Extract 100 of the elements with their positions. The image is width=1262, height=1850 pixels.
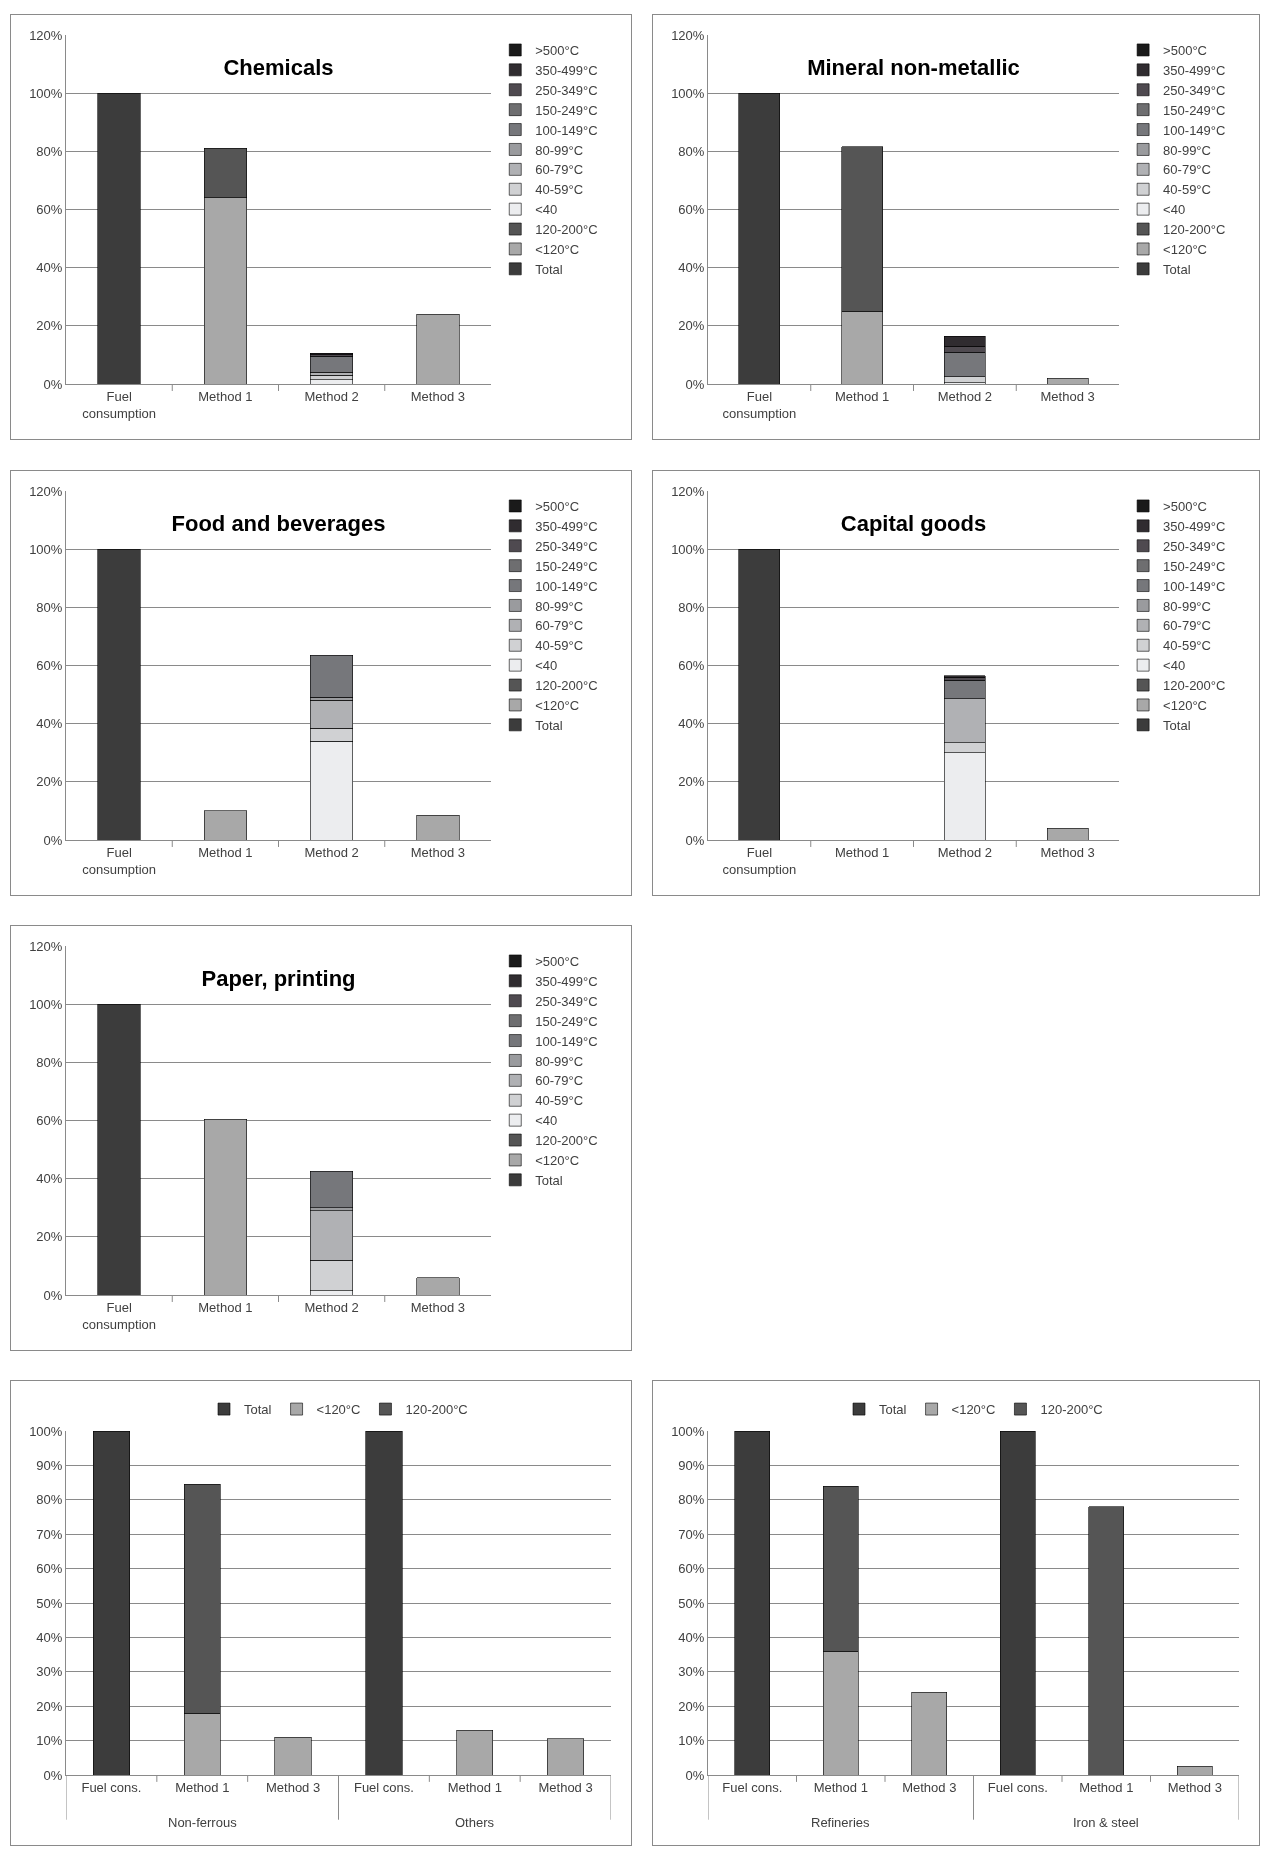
y-tick-label: 60%	[678, 202, 705, 218]
x-tick-label: Method 3	[538, 1779, 593, 1795]
y-tick-label: 0%	[685, 832, 705, 848]
text: Paper, printing	[201, 966, 356, 992]
legend-label: 250-349°C	[535, 82, 598, 98]
legend-label: 250-349°C	[535, 993, 598, 1009]
legend-label: 120-200°C	[405, 1402, 468, 1418]
legend-label: <40	[535, 1113, 558, 1129]
legend-label: 120-200°C	[535, 678, 598, 694]
y-tick-label: 100%	[671, 541, 705, 557]
legend-label: 40-59°C	[535, 1093, 584, 1109]
legend-label: 350-499°C	[1163, 518, 1226, 534]
legend-label: 150-249°C	[535, 1013, 598, 1029]
x-tick-label: Fuel cons.	[987, 1779, 1048, 1795]
text: Others	[455, 1815, 495, 1830]
x-tick-label: Fuel cons.	[81, 1779, 142, 1795]
y-tick-label: 120%	[29, 483, 63, 499]
y-tick-label: 80%	[36, 1492, 63, 1508]
y-tick-label: 80%	[678, 143, 705, 159]
y-tick-label: 80%	[36, 599, 63, 615]
y-tick-label: 60%	[36, 658, 63, 674]
legend-label: <120°C	[535, 1153, 580, 1169]
x-tick-label: Method 3	[410, 1299, 465, 1315]
y-tick-label: 40%	[36, 716, 63, 732]
text: Chemicals	[223, 55, 334, 81]
legend-label: 60-79°C	[535, 618, 584, 634]
legend-label: <120°C	[1163, 698, 1207, 714]
y-tick-label: 70%	[36, 1526, 63, 1542]
x-tick-label: Method 3	[265, 1779, 321, 1795]
y-tick-label: 120%	[29, 27, 63, 43]
y-tick-label: 40%	[36, 1171, 63, 1187]
legend-label: 80-99°C	[535, 1053, 584, 1069]
y-tick-label: 60%	[36, 1113, 63, 1129]
y-tick-label: 10%	[678, 1733, 705, 1749]
legend-label: <40	[535, 658, 558, 674]
legend-label: 100-149°C	[535, 1033, 598, 1049]
legend-label: Total	[244, 1402, 272, 1418]
legend-label: Total	[535, 717, 563, 733]
legend-label: >500°C	[535, 954, 580, 970]
x-tick-label: Method 3	[1040, 388, 1095, 404]
x-tick-label: Method 2	[937, 388, 992, 404]
y-tick-label: 80%	[36, 143, 63, 159]
x-tick-label: Method 1	[835, 844, 890, 860]
y-tick-label: 80%	[678, 1492, 705, 1508]
x-tick-label: Fuel consumption	[722, 844, 797, 877]
text: Capital goods	[840, 511, 987, 537]
y-tick-label: 60%	[36, 202, 63, 218]
legend-label: 40-59°C	[535, 182, 584, 198]
x-tick-label: Method 3	[902, 1779, 957, 1795]
legend-label: <120°C	[535, 242, 580, 258]
legend-label: 150-249°C	[1163, 102, 1226, 118]
y-tick-label: 30%	[678, 1664, 705, 1680]
text: Iron & steel	[1073, 1815, 1139, 1830]
text: Food and beverages	[171, 511, 386, 537]
legend-label: <40	[1163, 658, 1186, 674]
y-tick-label: 20%	[678, 1698, 705, 1714]
legend-label: <120°C	[1163, 242, 1207, 258]
y-tick-label: 50%	[36, 1595, 63, 1611]
y-tick-label: 100%	[29, 541, 63, 557]
y-tick-label: 100%	[29, 1423, 63, 1439]
y-tick-label: 0%	[43, 1287, 63, 1303]
y-tick-label: 120%	[671, 483, 705, 499]
x-tick-label: Method 1	[198, 844, 253, 860]
legend-label: 120-200°C	[1040, 1402, 1103, 1418]
legend-label: 100-149°C	[535, 578, 598, 594]
y-tick-label: 20%	[36, 1229, 63, 1245]
legend-label: <120°C	[535, 698, 580, 714]
y-tick-label: 100%	[29, 996, 63, 1012]
legend-label: 60-79°C	[1163, 162, 1211, 178]
y-tick-label: 10%	[36, 1733, 63, 1749]
y-tick-label: 20%	[678, 318, 705, 334]
legend-label: 350-499°C	[1163, 62, 1226, 78]
legend-label: 250-349°C	[1163, 538, 1226, 554]
x-tick-label: Method 1	[813, 1779, 868, 1795]
legend-label: 60-79°C	[1163, 618, 1211, 634]
x-tick-label: Fuel consumption	[82, 1299, 156, 1332]
x-tick-label: Method 1	[198, 1299, 253, 1315]
legend-label: >500°C	[1163, 499, 1207, 515]
legend-label: <40	[1163, 202, 1186, 218]
y-tick-label: 90%	[678, 1457, 705, 1473]
legend-label: Total	[535, 1172, 563, 1188]
legend-label: 120-200°C	[1163, 678, 1226, 694]
y-tick-label: 0%	[43, 832, 63, 848]
legend-label: 40-59°C	[1163, 638, 1211, 654]
x-tick-label: Method 1	[447, 1779, 502, 1795]
legend-label: 40-59°C	[535, 638, 584, 654]
x-tick-label: Fuel consumption	[82, 388, 156, 421]
legend-label: 120-200°C	[1163, 222, 1226, 238]
legend-label: 80-99°C	[535, 142, 584, 158]
legend-label: >500°C	[1163, 43, 1207, 59]
y-tick-label: 90%	[36, 1457, 63, 1473]
y-tick-label: 20%	[678, 774, 705, 790]
legend-label: 150-249°C	[1163, 558, 1226, 574]
x-tick-label: Method 1	[198, 388, 253, 404]
legend-label: 60-79°C	[535, 1073, 584, 1089]
legend-label: 350-499°C	[535, 518, 598, 534]
y-tick-label: 0%	[685, 1767, 705, 1783]
y-tick-label: 120%	[29, 938, 63, 954]
y-tick-label: 0%	[685, 376, 705, 392]
text: Mineral non-metallic	[807, 55, 1020, 81]
